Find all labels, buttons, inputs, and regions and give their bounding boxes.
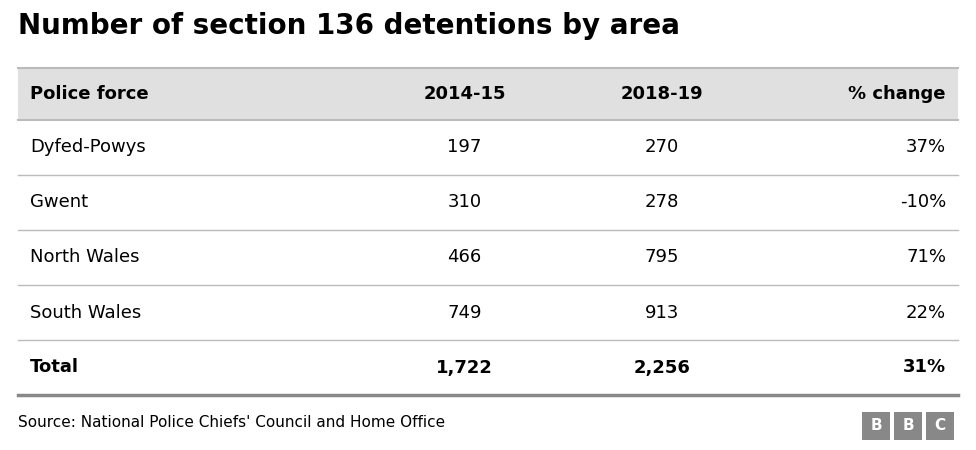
Text: B: B — [902, 418, 914, 433]
Text: 37%: 37% — [906, 139, 946, 157]
Text: 2,256: 2,256 — [633, 359, 690, 377]
Text: 31%: 31% — [903, 359, 946, 377]
Text: 1,722: 1,722 — [436, 359, 493, 377]
Text: 466: 466 — [447, 248, 481, 266]
Text: Number of section 136 detentions by area: Number of section 136 detentions by area — [18, 12, 680, 40]
Text: 913: 913 — [645, 303, 679, 321]
Text: Gwent: Gwent — [30, 194, 88, 212]
Text: 795: 795 — [645, 248, 679, 266]
Text: Dyfed-Powys: Dyfed-Powys — [30, 139, 145, 157]
Text: North Wales: North Wales — [30, 248, 140, 266]
Text: % change: % change — [848, 85, 946, 103]
Text: Police force: Police force — [30, 85, 148, 103]
Text: Total: Total — [30, 359, 79, 377]
Text: B: B — [871, 418, 881, 433]
Text: 197: 197 — [447, 139, 482, 157]
Text: -10%: -10% — [900, 194, 946, 212]
Text: South Wales: South Wales — [30, 303, 142, 321]
Bar — [926, 412, 954, 440]
Text: 270: 270 — [645, 139, 679, 157]
Text: C: C — [934, 418, 946, 433]
Text: 749: 749 — [447, 303, 482, 321]
Text: 22%: 22% — [906, 303, 946, 321]
Text: Source: National Police Chiefs' Council and Home Office: Source: National Police Chiefs' Council … — [18, 415, 445, 430]
Text: 71%: 71% — [906, 248, 946, 266]
Bar — [862, 412, 890, 440]
Text: 2018-19: 2018-19 — [621, 85, 704, 103]
Bar — [894, 412, 922, 440]
Text: 2014-15: 2014-15 — [424, 85, 506, 103]
Text: 278: 278 — [645, 194, 679, 212]
Text: 310: 310 — [447, 194, 481, 212]
